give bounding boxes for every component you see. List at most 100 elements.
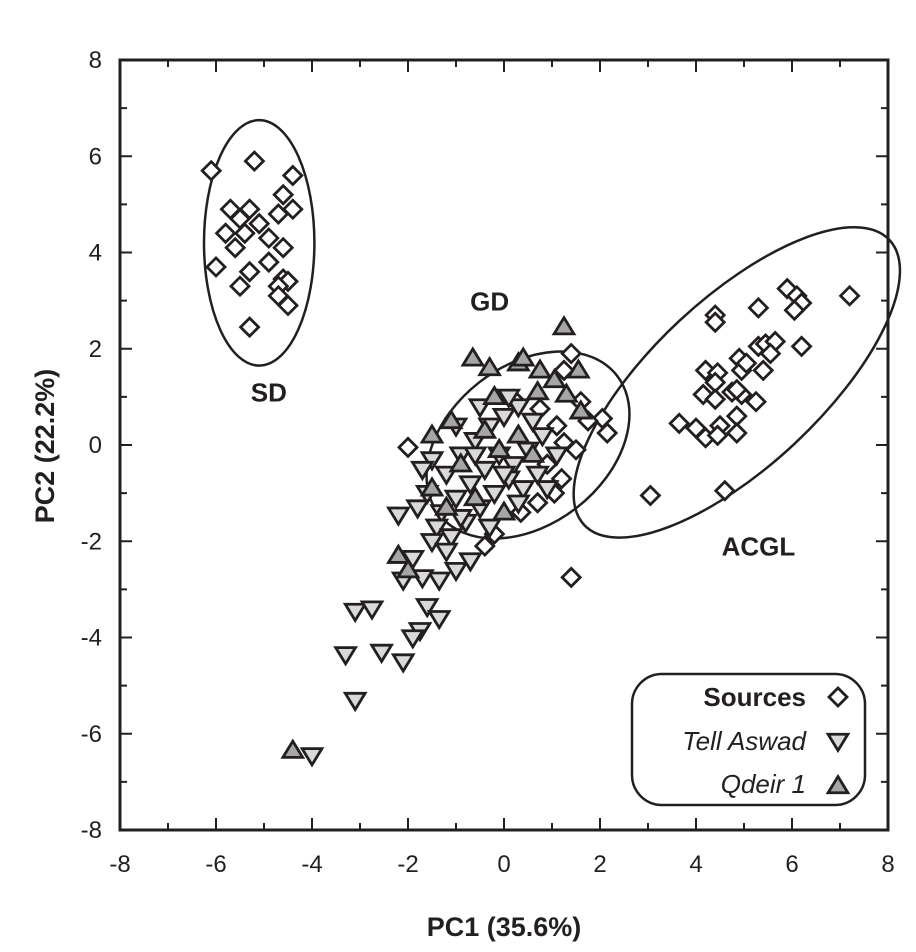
triangle-up-marker (438, 408, 464, 430)
triangle-down-marker (472, 460, 498, 482)
y-axis-title: PC2 (22.2%) (30, 369, 60, 524)
triangle-up-marker (491, 500, 517, 521)
diamond-marker (725, 378, 748, 401)
triangle-down-marker (400, 629, 426, 650)
diamond-marker (281, 198, 304, 221)
diamond-marker (272, 183, 295, 206)
cluster-ellipses (202, 118, 902, 540)
x-tick-label: 8 (881, 851, 894, 878)
y-tick-label: -2 (81, 528, 102, 555)
x-tick-label: -2 (397, 851, 418, 878)
triangle-down-marker (342, 602, 368, 624)
diamond-marker (224, 236, 247, 259)
x-tick-label: 0 (497, 851, 510, 878)
legend-label-sources: Sources (703, 682, 806, 712)
triangle-down-marker (333, 646, 358, 667)
triangle-down-marker (496, 388, 522, 410)
data-points (200, 150, 861, 768)
triangle-down-marker (506, 398, 531, 419)
triangle-up-marker (434, 495, 459, 516)
triangle-up-marker (542, 367, 567, 389)
triangle-down-marker (458, 475, 483, 496)
triangle-down-marker (443, 489, 469, 511)
diamond-marker (776, 277, 799, 300)
triangle-down-marker (438, 528, 464, 549)
triangle-down-marker (530, 427, 555, 448)
triangle-down-marker (410, 460, 435, 482)
diamond-marker (243, 150, 266, 173)
triangle-up-marker (506, 423, 531, 444)
y-tick-label: 6 (89, 143, 102, 170)
triangle-up-marker (510, 346, 536, 367)
cluster-label-sd: SD (251, 378, 287, 408)
triangle-down-marker (426, 571, 452, 592)
triangle-down-marker (544, 446, 570, 467)
diamond-marker (233, 222, 256, 245)
diamond-marker (713, 479, 736, 502)
diamond-marker (397, 436, 419, 459)
triangle-down-marker (419, 533, 445, 554)
diamond-marker (565, 438, 587, 461)
diamond-marker (200, 159, 223, 182)
triangle-down-marker (443, 561, 469, 583)
y-tick-label: 4 (89, 240, 102, 267)
triangle-up-marker (527, 358, 553, 379)
triangle-up-marker (568, 399, 594, 420)
triangle-up-marker (525, 379, 550, 401)
triangle-down-marker (390, 653, 416, 674)
diamond-marker (783, 299, 806, 322)
diamond-marker (759, 342, 782, 365)
triangle-up-marker (419, 476, 445, 497)
diamond-marker (277, 294, 299, 317)
x-axis-title: PC1 (35.6%) (427, 912, 582, 942)
diamond-marker (790, 335, 813, 358)
x-tick-label: -6 (205, 851, 226, 878)
triangle-down-marker (359, 600, 385, 621)
diamond-marker (248, 212, 271, 235)
triangle-up-marker (462, 485, 488, 507)
y-axis-tick-labels: 8 6 4 2 0 -2 -4 -6 -8 (81, 47, 102, 844)
y-tick-label: 2 (89, 336, 102, 363)
x-tick-label: 6 (785, 851, 798, 878)
diamond-marker (229, 275, 251, 298)
triangle-up-marker (395, 557, 421, 579)
triangle-down-marker (369, 643, 394, 665)
diamond-marker (281, 164, 304, 187)
triangle-up-marker (551, 314, 577, 336)
x-axis-tick-labels: -8 -6 -4 -2 0 2 4 6 8 (109, 851, 894, 878)
diamond-marker (706, 424, 729, 447)
triangle-up-marker (566, 358, 591, 379)
triangle-down-marker (491, 407, 517, 429)
triangle-down-marker (462, 446, 488, 467)
diamond-marker (735, 352, 758, 375)
triangle-down-marker (419, 451, 445, 472)
legend-label-qdeir-1: Qdeir 1 (721, 769, 806, 799)
triangle-down-marker (534, 480, 560, 501)
triangle-up-marker (486, 437, 512, 458)
x-tick-label: 4 (689, 851, 702, 878)
triangle-down-marker (424, 518, 450, 539)
triangle-down-marker (386, 506, 411, 527)
triangle-up-marker (280, 738, 306, 759)
triangle-down-marker (506, 494, 531, 515)
triangle-down-marker (825, 732, 851, 754)
diamond-marker (692, 383, 715, 406)
legend-label-tell-aswad: Tell Aswad (682, 726, 807, 756)
triangle-down-marker (525, 465, 550, 487)
diamond-marker (238, 316, 261, 339)
y-tick-label: 8 (89, 47, 102, 74)
diamond-marker (704, 311, 727, 334)
diamond-marker (550, 467, 573, 490)
triangle-up-marker (448, 452, 474, 473)
triangle-up-marker (472, 418, 498, 439)
diamond-marker (205, 255, 227, 278)
cluster-label-acgl: ACGL (722, 532, 796, 562)
diamond-marker (827, 686, 849, 708)
diamond-marker (257, 227, 280, 250)
diamond-marker (745, 390, 767, 413)
triangle-down-marker (342, 691, 368, 713)
triangle-up-marker (419, 423, 445, 444)
y-tick-label: 0 (89, 432, 102, 459)
diamond-marker (704, 388, 727, 411)
diamond-marker (272, 236, 295, 259)
